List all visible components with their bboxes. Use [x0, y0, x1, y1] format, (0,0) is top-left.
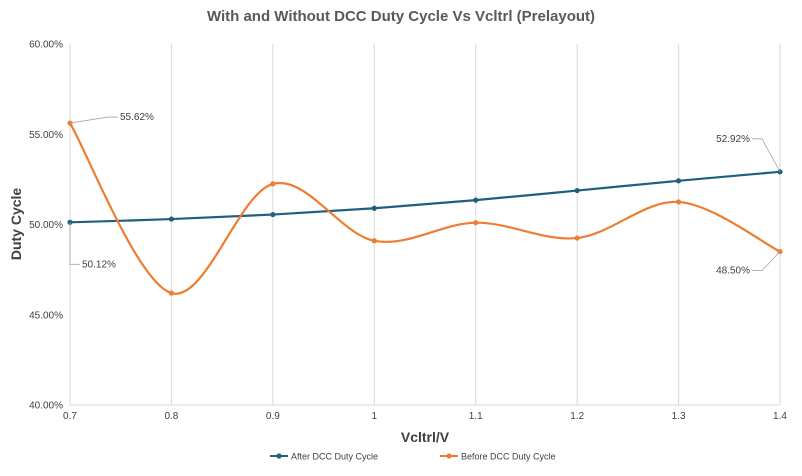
series-line	[69, 122, 781, 295]
data-point	[371, 205, 377, 211]
y-tick-label: 40.00%	[29, 401, 63, 412]
data-point	[675, 199, 682, 205]
x-tick-label: 1.2	[570, 411, 584, 422]
label-leader-line	[752, 138, 781, 172]
data-label: 52.92%	[716, 134, 750, 145]
y-tick-label: 60.00%	[29, 40, 63, 51]
legend-marker	[276, 453, 282, 459]
x-tick-label: 1.1	[469, 411, 483, 422]
data-point	[473, 197, 479, 203]
data-point	[67, 219, 73, 225]
grid-layer	[69, 44, 781, 406]
x-tick-label: 1.4	[773, 411, 787, 422]
x-tick-label: 1	[372, 411, 378, 422]
x-tick-label: 0.7	[63, 411, 77, 422]
data-point	[168, 290, 175, 296]
legend: After DCC Duty Cycle Before DCC Duty Cycl…	[270, 452, 556, 462]
x-tick-label: 1.3	[672, 411, 686, 422]
data-point	[574, 187, 580, 194]
y-tick-label: 50.00%	[29, 220, 63, 231]
legend-label: After DCC Duty Cycle	[291, 452, 378, 462]
label-leader-line	[69, 222, 80, 265]
data-label-layer: 50.12% 52.92% 55.62% 48.50%	[69, 112, 781, 277]
data-point	[675, 178, 682, 184]
y-axis-ticks: 40.00% 45.00% 50.00% 55.00% 60.00%	[29, 40, 63, 412]
legend-label: Before DCC Duty Cycle	[461, 452, 556, 462]
y-tick-label: 45.00%	[29, 310, 63, 321]
data-label: 50.12%	[82, 259, 116, 270]
data-point	[270, 211, 276, 218]
x-axis-ticks: 0.7 0.8 0.9 1 1.1 1.2 1.3 1.4	[63, 411, 787, 422]
series-line	[69, 170, 781, 224]
label-leader-line	[69, 116, 118, 124]
data-point	[574, 235, 580, 241]
label-leader-line	[752, 251, 781, 271]
series-layer	[67, 120, 783, 296]
chart-title: With and Without DCC Duty Cycle Vs Vcltr…	[207, 8, 595, 25]
data-point	[270, 181, 276, 187]
y-axis-title: Duty Cycle	[8, 188, 24, 261]
data-label: 48.50%	[716, 266, 750, 277]
x-tick-label: 0.8	[164, 411, 178, 422]
y-tick-label: 55.00%	[29, 130, 63, 141]
x-tick-label: 0.9	[266, 411, 280, 422]
data-point	[371, 238, 377, 244]
x-axis-title: Vcltrl/V	[401, 429, 450, 445]
legend-marker	[446, 453, 452, 459]
data-point	[473, 220, 479, 226]
data-point	[168, 216, 175, 222]
data-label: 55.62%	[120, 112, 154, 123]
